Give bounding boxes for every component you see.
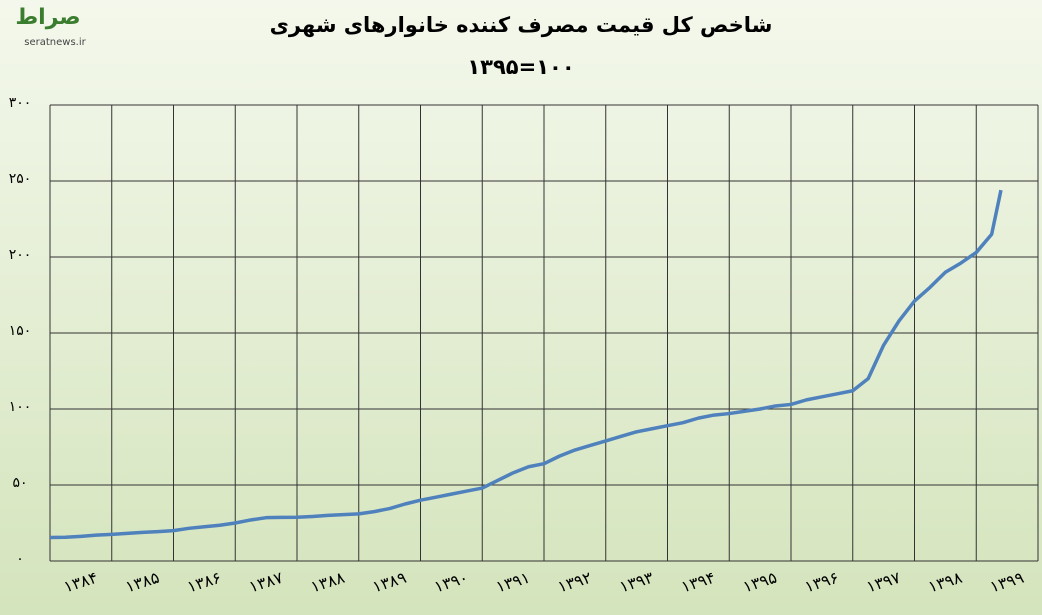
y-tick-label: ۵۰ (12, 475, 27, 491)
chart-title: شاخص کل قیمت مصرف کننده خانوارهای شهری (270, 13, 773, 37)
logo-name: صراط (15, 5, 80, 30)
y-tick-label: ۰ (16, 551, 24, 567)
y-tick-label: ۱۰۰ (9, 399, 32, 415)
chart-subtitle: ۱۳۹۵=۱۰۰ (467, 55, 574, 79)
y-tick-label: ۲۵۰ (9, 171, 32, 187)
y-tick-label: ۳۰۰ (9, 95, 32, 111)
series-line (49, 189, 1003, 540)
y-tick-label: ۱۵۰ (9, 323, 32, 339)
y-tick-label: ۲۰۰ (9, 247, 32, 263)
logo-site: seratnews.ir (24, 37, 86, 48)
